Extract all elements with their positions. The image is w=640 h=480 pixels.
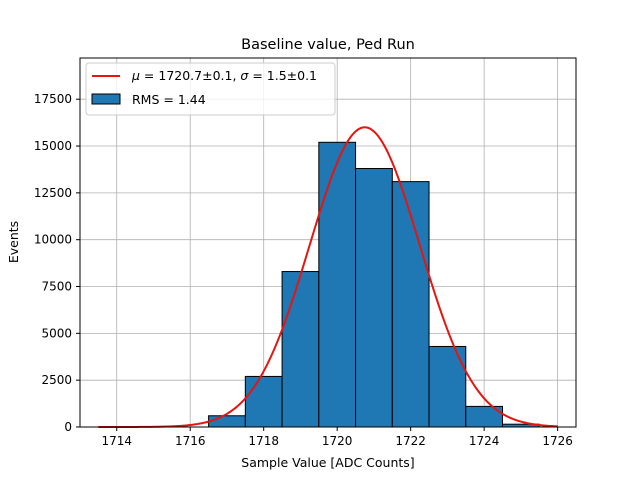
histogram-bar	[208, 415, 246, 428]
histogram-bar	[391, 181, 430, 428]
histogram-bar	[281, 271, 320, 428]
x-axis-ticks: 1714 1716 1718 1720 1722 1724 1726	[101, 427, 573, 448]
plot-area-frame	[79, 57, 577, 428]
x-tick-label: 1726	[542, 434, 573, 448]
x-tick-label: 1718	[248, 434, 279, 448]
x-tick-label: 1714	[101, 434, 132, 448]
y-tick-label: 0	[64, 420, 72, 434]
x-tick-label: 1720	[322, 434, 353, 448]
legend-box	[85, 62, 336, 116]
legend-histogram-swatch	[91, 93, 121, 105]
x-tick-label: 1716	[175, 434, 206, 448]
x-axis-label: Sample Value [ADC Counts]	[241, 455, 414, 470]
y-tick-label: 5000	[41, 326, 72, 340]
gaussian-fit-layer	[98, 126, 558, 428]
y-axis-label: Events	[6, 221, 21, 263]
histogram-bar	[318, 141, 357, 428]
legend: μ = 1720.7±0.1, σ = 1.5±0.1 RMS = 1.44	[85, 62, 336, 116]
chart-title: Baseline value, Ped Run	[241, 37, 415, 53]
histogram-bar	[355, 168, 393, 428]
y-tick-label: 7500	[41, 280, 72, 294]
y-tick-label: 12500	[34, 186, 72, 200]
histogram-bar	[244, 375, 283, 428]
y-tick-label: 2500	[41, 373, 72, 387]
y-tick-label: 10000	[34, 233, 72, 247]
x-tick-label: 1722	[395, 434, 426, 448]
x-tick-label: 1724	[469, 434, 500, 448]
y-tick-label: 17500	[34, 92, 72, 106]
legend-fit-label: μ = 1720.7±0.1, σ = 1.5±0.1	[131, 68, 317, 83]
y-tick-label: 15000	[34, 139, 72, 153]
y-axis-ticks: 0 2500 5000 7500 10000 12500 15000 17500	[34, 92, 80, 434]
gaussian-fit-curve	[98, 126, 558, 428]
histogram-bars	[208, 141, 540, 428]
legend-histogram-label: RMS = 1.44	[132, 92, 206, 107]
